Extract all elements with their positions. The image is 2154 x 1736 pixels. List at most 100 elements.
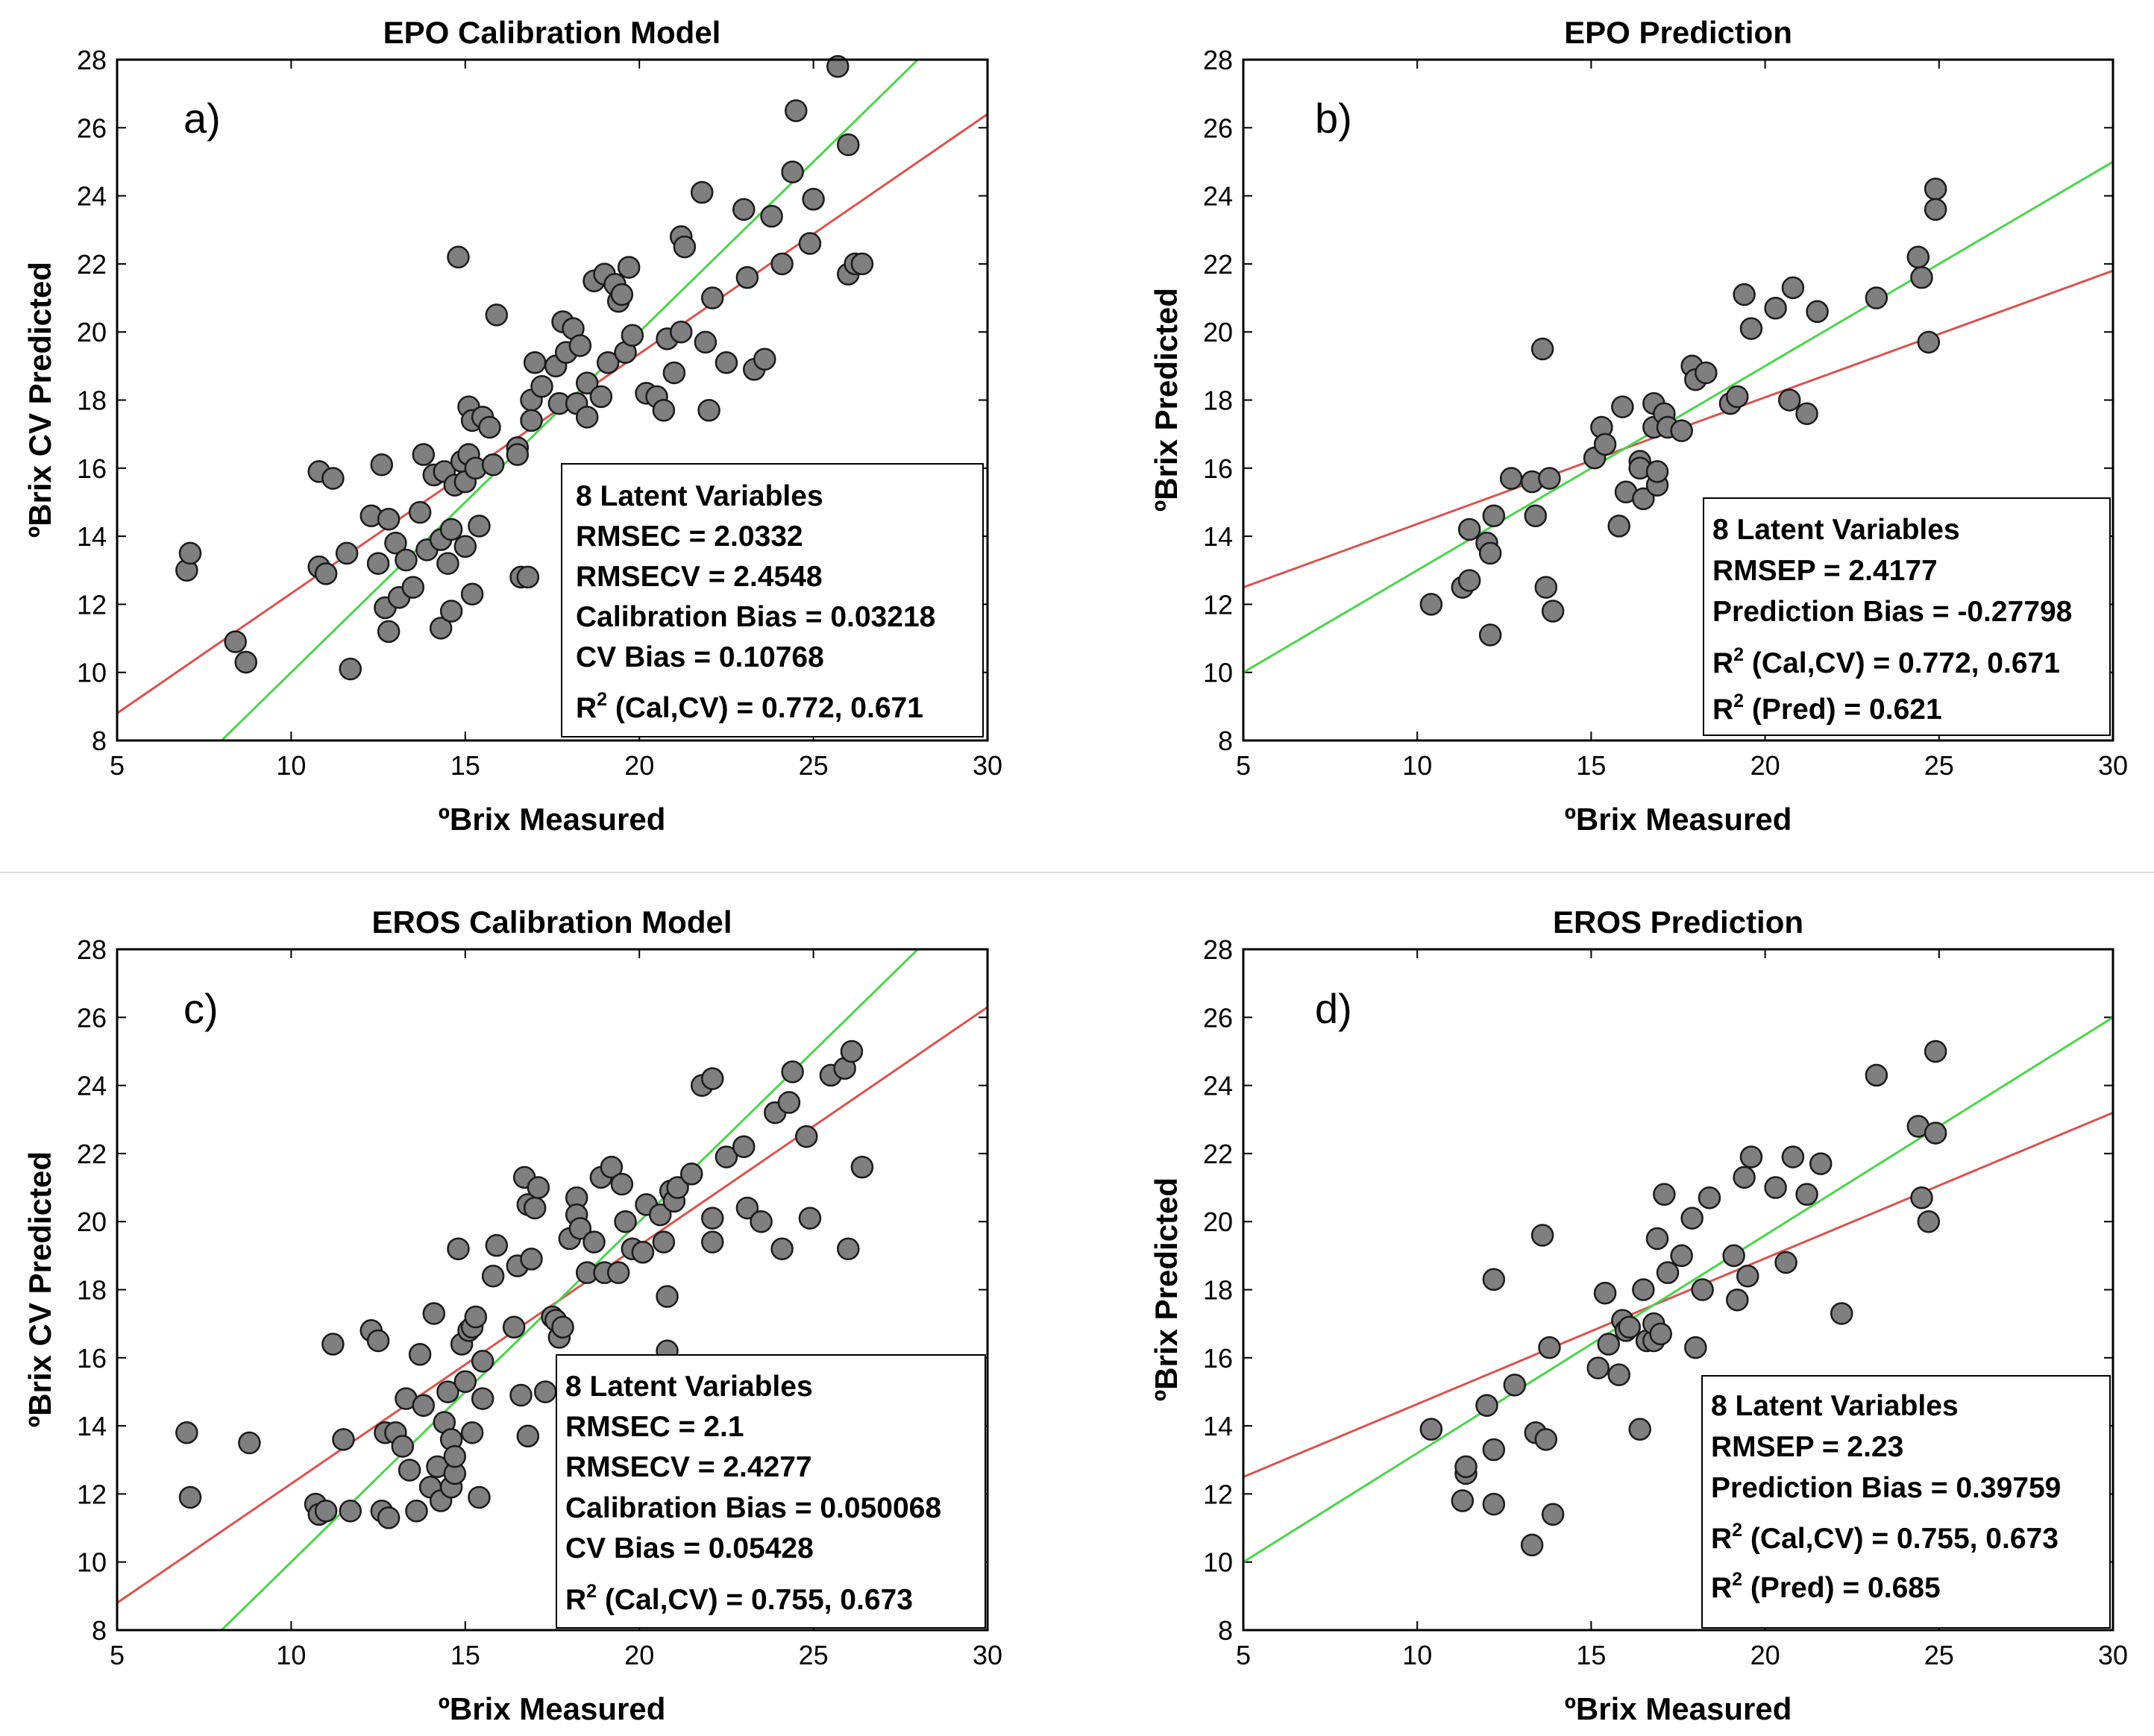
stats-line: RMSEC = 2.0332 (576, 521, 803, 553)
data-point (1534, 576, 1558, 599)
target-line (1243, 1016, 2113, 1563)
data-point (506, 443, 530, 466)
y-axis-label: ºBrix Predicted (1149, 1177, 1184, 1401)
data-point (1917, 330, 1941, 354)
y-tick-label: 14 (1203, 521, 1233, 552)
data-point (1739, 317, 1763, 340)
data-point (837, 133, 860, 157)
x-tick-label: 25 (1924, 1640, 1954, 1670)
x-tick-label: 20 (624, 750, 654, 781)
data-point (673, 235, 697, 259)
data-point (781, 160, 804, 183)
data-point (384, 531, 407, 555)
data-point (1607, 515, 1630, 538)
x-tick-label: 30 (973, 1640, 1002, 1670)
data-point (750, 1210, 773, 1233)
stats-line: RMSECV = 2.4277 (565, 1451, 812, 1483)
stats-latent: 8 Latent Variables (565, 1371, 813, 1403)
data-point (1774, 1251, 1797, 1274)
y-tick-label: 20 (1203, 1207, 1233, 1237)
panel-label: a) (183, 95, 221, 142)
data-point (224, 630, 247, 653)
data-point (321, 467, 345, 490)
x-tick-label: 5 (110, 750, 125, 781)
y-tick-label: 24 (1203, 1071, 1233, 1101)
x-tick-label: 20 (624, 1640, 654, 1670)
y-tick-label: 24 (77, 181, 107, 212)
data-point (1726, 1288, 1749, 1312)
data-point (447, 245, 470, 269)
data-point (516, 1424, 540, 1448)
x-tick-label: 20 (1750, 1640, 1780, 1670)
data-point (401, 576, 425, 599)
data-point (1924, 1040, 1947, 1063)
data-point (471, 1350, 494, 1373)
data-point (850, 1155, 874, 1179)
data-point (485, 304, 509, 327)
y-tick-label: 18 (77, 386, 107, 416)
data-point (439, 518, 463, 541)
data-point (568, 1217, 592, 1240)
data-point (439, 600, 463, 623)
y-tick-label: 20 (77, 317, 107, 347)
data-point (1419, 1418, 1443, 1441)
data-point (1684, 1336, 1707, 1359)
data-point (1457, 569, 1481, 592)
data-point (436, 1380, 459, 1403)
y-tick-label: 16 (77, 1343, 107, 1374)
stats-line: Calibration Bias = 0.050068 (565, 1492, 941, 1524)
data-point (785, 99, 808, 122)
data-point (735, 1196, 759, 1220)
chart-a: 5 10 15 20 25 30 8 10 12 14 16 18 20 22 24 26 28 EPO Cal… (22, 15, 1002, 837)
data-point (408, 500, 432, 524)
data-point (1538, 467, 1561, 490)
data-point (826, 54, 850, 78)
data-point (314, 1499, 338, 1523)
data-point (377, 620, 401, 644)
data-point (1538, 1336, 1561, 1359)
x-tick-label: 30 (2098, 1640, 2128, 1670)
data-point (1809, 1152, 1833, 1175)
data-point (175, 1421, 198, 1444)
data-point (700, 1207, 724, 1230)
stats-line: Calibration Bias = 0.03218 (576, 601, 935, 633)
data-point (509, 1383, 533, 1407)
stats-r2: R2 (Cal,CV) = 0.772, 0.671 (1712, 644, 2060, 679)
data-point (770, 1237, 794, 1260)
data-point (1865, 1063, 1888, 1087)
data-point (234, 650, 257, 674)
data-point (1482, 504, 1506, 527)
stats-line: CV Bias = 0.10768 (576, 641, 824, 673)
x-tick-label: 30 (973, 750, 1002, 781)
data-point (1419, 593, 1443, 616)
stats-line: RMSEP = 2.23 (1711, 1431, 1903, 1463)
y-tick-label: 24 (1203, 181, 1233, 212)
data-point (1691, 1278, 1714, 1301)
data-point (1781, 1145, 1805, 1169)
y-tick-label: 14 (1203, 1411, 1233, 1441)
data-point (614, 1210, 637, 1233)
y-tick-label: 22 (1203, 1139, 1233, 1169)
x-tick-label: 25 (1924, 750, 1954, 781)
data-point (652, 398, 676, 422)
data-point (478, 415, 501, 439)
data-point (575, 371, 599, 394)
x-tick-label: 25 (799, 1640, 829, 1670)
data-point (700, 1230, 724, 1254)
data-point (1593, 1281, 1617, 1305)
data-point (1607, 1363, 1630, 1386)
data-point (471, 1387, 494, 1410)
y-axis-label: ºBrix CV Predicted (22, 1151, 57, 1427)
data-point (568, 334, 592, 357)
y-tick-label: 26 (1203, 1002, 1233, 1033)
data-point (1777, 389, 1801, 412)
data-point (1910, 1186, 1933, 1210)
data-point (1586, 1356, 1610, 1380)
data-point (443, 1444, 467, 1468)
data-point (1910, 265, 1933, 289)
y-tick-label: 8 (1218, 1615, 1233, 1646)
y-tick-label: 28 (1203, 934, 1233, 965)
data-point (732, 1135, 756, 1159)
x-axis-label: ºBrix Measured (439, 1691, 666, 1726)
data-point (412, 443, 436, 466)
